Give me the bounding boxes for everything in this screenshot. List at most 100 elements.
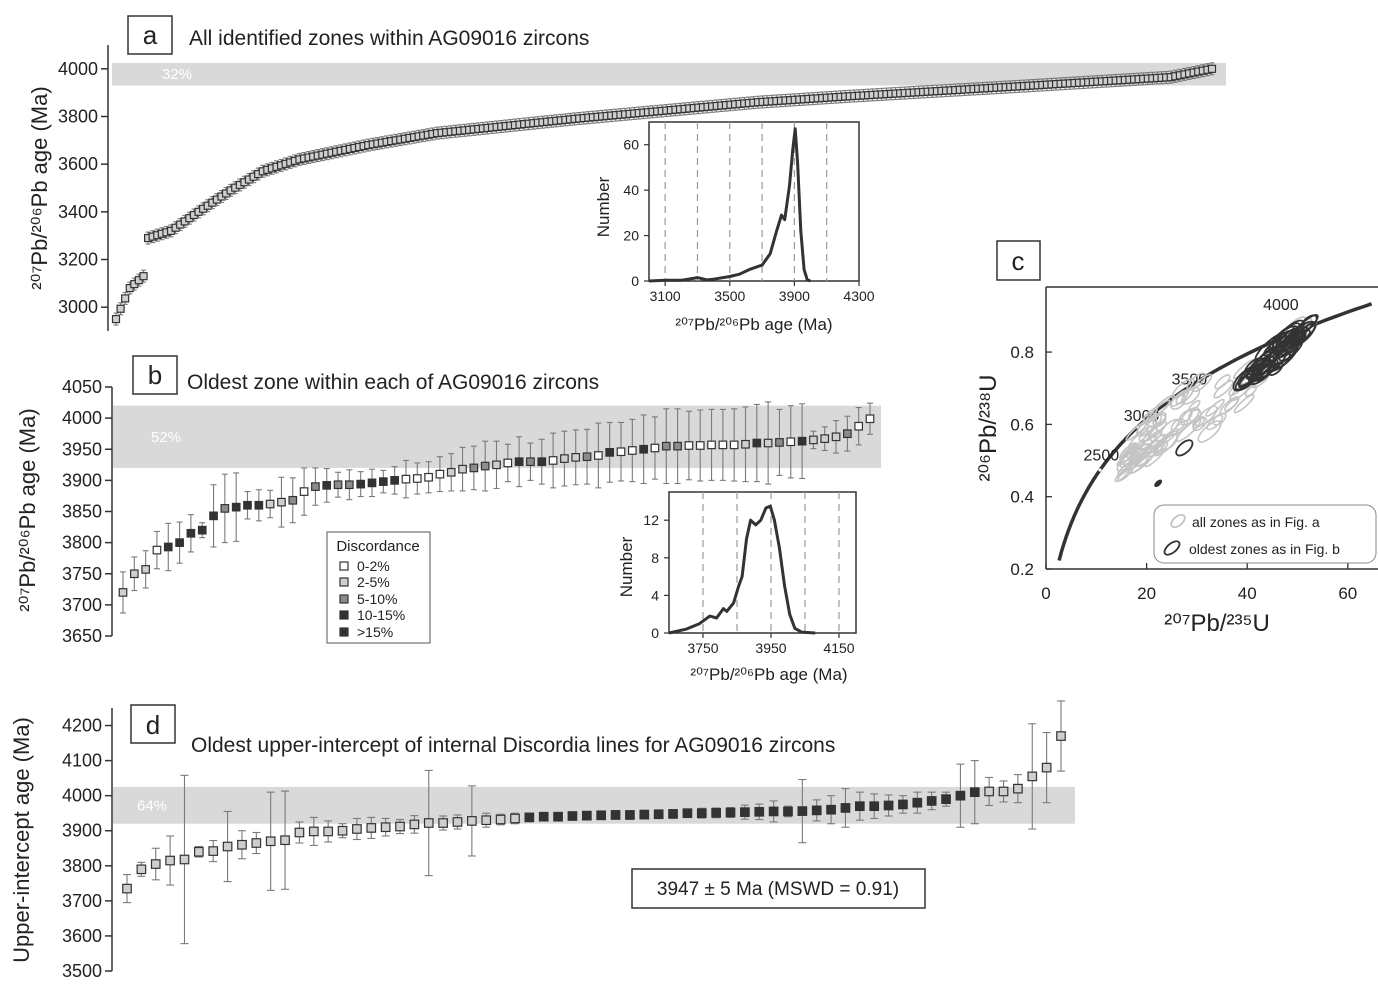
panel-a-label-box (127, 15, 173, 55)
panel-a-point (121, 294, 130, 303)
panel-d: d Oldest upper-intercept of internal Dis… (9, 700, 1075, 981)
panel-b-letter: b (148, 360, 162, 390)
panel-d-point (797, 806, 808, 816)
panel-d-point (854, 801, 865, 812)
panel-a-band-label: 32% (162, 66, 192, 83)
panel-b-point (718, 440, 728, 450)
panel-d-point (1027, 771, 1038, 782)
inset-b-x-tick-label: 3750 (687, 640, 718, 656)
panel-d-point (222, 841, 233, 852)
panel-b-point-cross (324, 482, 330, 489)
panel-b-point (209, 511, 218, 521)
panel-a-title: All identified zones within AG09016 zirc… (189, 27, 589, 50)
panel-b-point (707, 440, 716, 450)
panel-d-point (323, 826, 334, 837)
light-error-ellipse (1213, 379, 1234, 399)
panel-d-point (581, 810, 592, 821)
panel-d-point (308, 826, 319, 837)
light-error-ellipse (1212, 412, 1227, 426)
light-error-ellipse (1152, 413, 1167, 428)
light-error-ellipse (1233, 394, 1255, 414)
panel-d-point (409, 819, 420, 830)
inset-a-y-tick-label: 20 (623, 228, 639, 244)
panel-b-point (401, 474, 411, 484)
panel-b-point (141, 565, 150, 574)
inset-a-frame (648, 121, 860, 282)
panel-d-point (452, 817, 463, 827)
panel-d-point (337, 825, 348, 836)
panel-b-point (220, 504, 230, 513)
panel-b-plot: 52% 3650 3700 3750 3800 3850 3900 3950 4000 4050 (62, 377, 881, 646)
panel-b-point (265, 499, 275, 509)
dark-error-ellipse (1175, 439, 1194, 457)
panel-a: a All identified zones within AG09016 zi… (27, 15, 1226, 334)
inset-a-y-tick-label: 0 (631, 273, 639, 289)
panel-b-point (333, 480, 343, 490)
panel-b-y-tick-label: 3750 (62, 564, 102, 584)
panel-a-point (111, 314, 121, 324)
panel-c-x-tick-label: 60 (1338, 584, 1357, 603)
panel-c-y-tick-label: 0.4 (1010, 488, 1034, 507)
panel-c-x-tick-label: 0 (1041, 584, 1050, 603)
panel-d-point (1056, 731, 1066, 741)
panel-c-ylabel: ²⁰⁶Pb/²³⁸U (975, 375, 1002, 482)
panel-d-point (208, 846, 219, 856)
panel-d-point (984, 786, 995, 797)
panel-b-point (594, 451, 603, 460)
panel-b-point (299, 487, 309, 496)
panel-b-point-cross (176, 539, 183, 546)
panel-b-point-cross (369, 480, 375, 486)
light-error-ellipse (1171, 377, 1195, 400)
panel-a-y-tick-label: 3600 (58, 154, 98, 174)
discordance-legend: Discordance 0-2% 2-5% 5-10% 10-15% >15% (326, 531, 431, 644)
panel-c-x-tick-label: 20 (1137, 584, 1156, 603)
panel-b-y-tick-label: 4000 (62, 408, 102, 428)
panel-d-point (682, 808, 693, 819)
panel-b-point (458, 464, 467, 474)
panel-b-point (854, 421, 864, 431)
legend-marker-point-cross (341, 629, 347, 635)
legend-box (326, 531, 431, 644)
panel-a-point (1207, 64, 1217, 73)
dark-error-ellipse (1271, 340, 1300, 367)
panel-d-band-label: 64% (137, 797, 167, 814)
panel-d-point (740, 807, 750, 817)
panel-d-point (826, 804, 836, 815)
panel-d-point (811, 805, 822, 816)
panel-b-point (503, 458, 513, 468)
panel-d-point (352, 824, 362, 834)
light-error-ellipse (1192, 417, 1208, 432)
panel-c-letter: c (1012, 246, 1025, 276)
inset-a-x-tick-label: 4300 (843, 288, 874, 304)
panel-d-y-tick-label: 4000 (62, 786, 102, 806)
panel-d-point (653, 809, 664, 820)
panel-a-plot: 32% 3000 3200 3400 3600 3800 4000 (58, 45, 1226, 331)
inset-a-y-tick-label: 40 (623, 182, 639, 198)
panel-d-point (696, 808, 707, 819)
panel-a-letter: a (143, 20, 158, 50)
concordia-age-label: 2500 (1084, 448, 1120, 465)
panel-b-point (424, 472, 433, 482)
panel-d-point (783, 806, 793, 817)
panel-c-xlabel: ²⁰⁷Pb/²³⁵U (1164, 610, 1270, 637)
panel-b-point (435, 469, 445, 479)
panel-b: b Oldest zone within each of AG09016 zir… (15, 355, 881, 684)
panel-b-point (695, 441, 705, 450)
panel-d-point (883, 800, 894, 811)
legend-light-ellipse (1170, 513, 1186, 529)
panel-b-point (684, 441, 694, 450)
panel-d-point (553, 811, 563, 822)
dark-error-ellipse (1268, 325, 1295, 349)
inset-a-probability-curve (648, 127, 811, 283)
panel-d-ylabel: Upper-intercept age (Ma) (9, 717, 34, 963)
concordia-age-mark (1098, 468, 1102, 472)
dark-error-ellipse (1286, 320, 1317, 349)
panel-b-point (345, 480, 354, 490)
panel-d-point (754, 806, 765, 817)
panel-b-point (469, 463, 479, 473)
legend-item-5-10: 5-10% (357, 591, 397, 607)
legend-marker-point (339, 561, 349, 571)
panel-b-y-tick-label: 3850 (62, 502, 102, 522)
panel-c-label-box (996, 240, 1041, 281)
